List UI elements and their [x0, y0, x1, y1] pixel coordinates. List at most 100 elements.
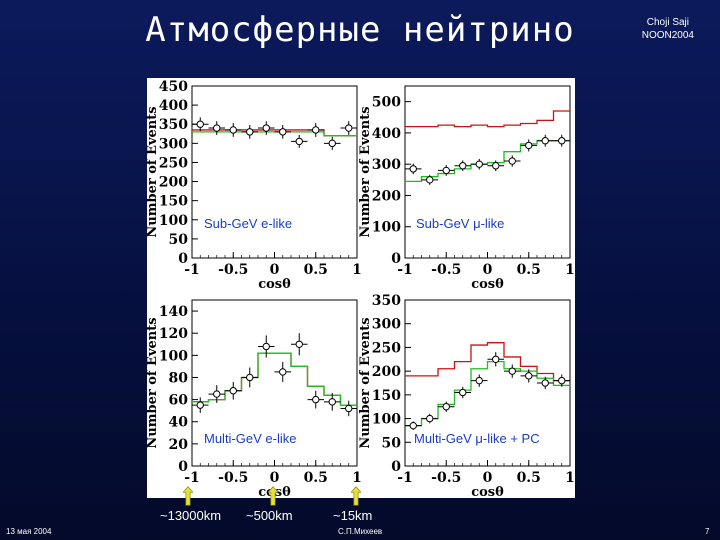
y-tick-label: 300	[372, 317, 401, 333]
plot-area: 0 50 100 150 200 250 300 350 400 450 -1 -0.5 0 0.5 1 co…	[147, 78, 575, 498]
data-point	[295, 137, 303, 146]
page-title: Атмосферные нейтрино	[145, 10, 575, 50]
data-point	[328, 398, 336, 406]
y-axis-label: Number of Events	[147, 106, 160, 237]
x-axis-label: cosθ	[471, 485, 504, 498]
x-tick-label: 1	[352, 470, 362, 486]
data-point	[525, 372, 533, 380]
panel-label-subgev-mu: Sub-GeV μ-like	[416, 216, 505, 231]
data-point	[262, 124, 270, 132]
x-tick-label: -1	[184, 470, 200, 486]
panel-label-subgev-e: Sub-GeV e-like	[204, 216, 293, 231]
y-tick-label: 0	[391, 251, 401, 267]
data-point	[312, 395, 320, 404]
panel-label-multigev-e: Multi-GeV e-like	[204, 431, 297, 446]
x-tick-label: -0.5	[218, 470, 248, 486]
y-tick-label: 500	[372, 95, 401, 111]
y-tick-label: 50	[169, 232, 189, 248]
data-point	[246, 373, 254, 382]
conference-name: NOON2004	[641, 30, 694, 41]
y-tick-label: 450	[159, 79, 188, 95]
baseline-label-downgoing: ~15km	[333, 508, 373, 523]
data-point	[459, 388, 467, 397]
data-point	[312, 126, 320, 134]
arrow-up-icon	[268, 486, 278, 506]
x-tick-label: 1	[352, 262, 362, 278]
x-tick-label: 1	[565, 262, 575, 278]
x-tick-label: -0.5	[431, 470, 461, 486]
x-tick-label: -0.5	[431, 262, 461, 278]
page-number: 7	[705, 527, 710, 536]
x-tick-label: 0.5	[304, 470, 328, 486]
data-point	[492, 162, 500, 170]
data-point	[558, 376, 566, 385]
y-tick-label: 40	[169, 415, 189, 431]
data-point	[541, 379, 549, 387]
data-point	[492, 355, 500, 363]
x-axis-label: cosθ	[471, 277, 504, 292]
y-tick-label: 150	[372, 388, 401, 404]
data-point	[345, 404, 353, 413]
data-point	[279, 128, 287, 136]
data-point	[213, 124, 221, 132]
footer-date: 13 мая 2004	[6, 527, 52, 536]
data-point	[426, 176, 434, 184]
y-tick-label: 50	[382, 435, 402, 451]
x-tick-label: 0.5	[304, 262, 328, 278]
x-axis-label: cosθ	[258, 277, 291, 292]
y-tick-label: 0	[391, 459, 401, 475]
data-point	[409, 421, 417, 430]
x-tick-label: -1	[397, 262, 413, 278]
data-point	[508, 367, 516, 375]
data-point	[558, 137, 566, 145]
y-tick-label: 250	[159, 155, 188, 171]
y-tick-label: 350	[159, 117, 188, 133]
arrow-up-icon	[351, 486, 361, 506]
data-point	[279, 368, 287, 376]
x-tick-label: -1	[397, 470, 413, 486]
data-point	[229, 126, 237, 134]
y-tick-label: 0	[178, 459, 188, 475]
y-axis-label: Number of Events	[358, 106, 373, 237]
x-tick-label: 0	[270, 470, 280, 486]
data-point	[262, 342, 270, 351]
axes-frame	[404, 85, 571, 259]
y-tick-label: 60	[169, 393, 189, 409]
x-tick-label: 1	[565, 470, 575, 486]
author-note: Choji Saji NOON2004	[642, 16, 694, 42]
y-tick-label: 200	[372, 364, 401, 380]
x-tick-label: 0	[270, 262, 280, 278]
mc-oscillation-line	[192, 352, 357, 406]
data-point	[541, 137, 549, 145]
data-point	[229, 387, 237, 395]
y-tick-label: 350	[372, 293, 401, 309]
footer-author: С.П.Михеев	[338, 527, 383, 536]
data-point	[246, 128, 254, 136]
data-point	[196, 401, 204, 409]
data-point	[459, 162, 467, 170]
x-tick-label: 0	[483, 262, 493, 278]
y-tick-label: 300	[372, 157, 401, 173]
data-point	[213, 390, 221, 398]
x-tick-label: -1	[184, 262, 200, 278]
y-tick-label: 200	[372, 188, 401, 204]
x-tick-label: -0.5	[218, 262, 248, 278]
data-point	[426, 414, 434, 423]
data-point	[328, 139, 336, 148]
data-point	[196, 120, 204, 128]
y-tick-label: 100	[372, 220, 401, 236]
y-axis-label: Number of Events	[358, 317, 373, 448]
data-point	[345, 124, 353, 132]
data-point	[442, 403, 450, 411]
x-tick-label: 0.5	[517, 262, 541, 278]
author-name: Choji Saji	[646, 17, 689, 28]
x-tick-label: 0	[483, 470, 493, 486]
y-tick-label: 300	[159, 136, 188, 152]
mc-no-oscillation-line	[405, 110, 570, 128]
y-tick-label: 200	[159, 175, 188, 191]
y-tick-label: 0	[178, 251, 188, 267]
y-tick-label: 140	[159, 304, 188, 320]
y-tick-label: 120	[159, 326, 188, 342]
y-tick-label: 100	[159, 348, 188, 364]
